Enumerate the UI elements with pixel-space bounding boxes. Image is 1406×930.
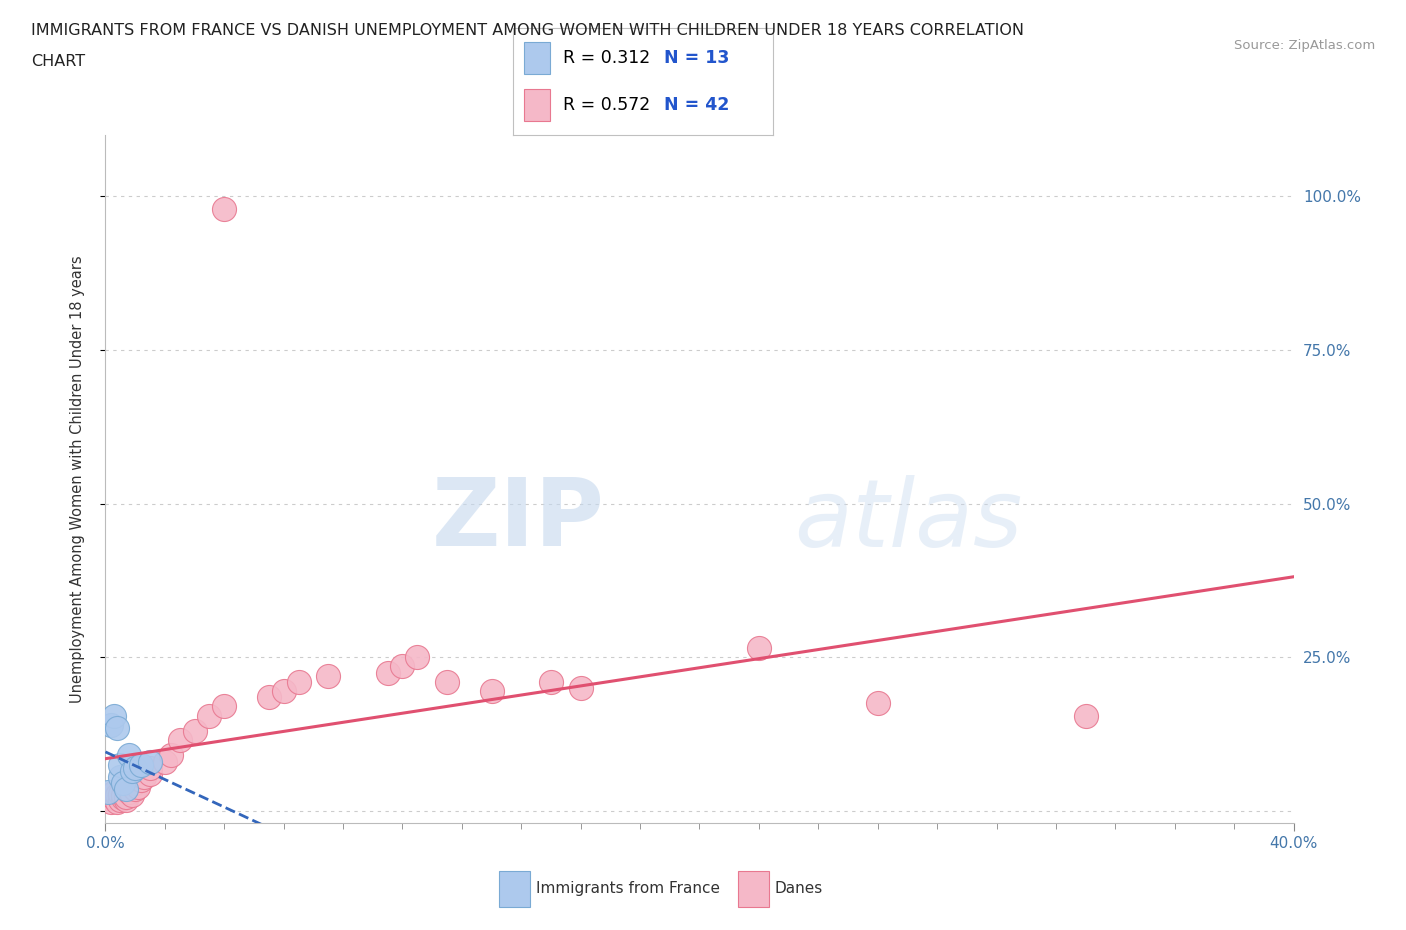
Point	[112, 791, 135, 806]
Point	[257, 690, 280, 705]
FancyBboxPatch shape	[523, 42, 550, 73]
Point	[110, 757, 132, 772]
Point	[110, 786, 132, 801]
Text: N = 13: N = 13	[664, 49, 730, 67]
Point	[110, 769, 132, 784]
Text: atlas: atlas	[794, 474, 1022, 565]
Point	[110, 792, 132, 807]
Y-axis label: Unemployment Among Women with Children Under 18 years: Unemployment Among Women with Children U…	[70, 255, 84, 703]
Point	[105, 788, 128, 803]
Point	[481, 684, 503, 698]
Point	[118, 785, 141, 800]
Point	[1074, 708, 1097, 723]
Point	[97, 791, 120, 806]
Point	[139, 766, 162, 781]
Point	[139, 754, 162, 769]
Point	[569, 681, 592, 696]
Point	[377, 665, 399, 680]
Point	[103, 791, 125, 806]
Point	[169, 733, 191, 748]
Point	[100, 717, 122, 732]
Point	[112, 788, 135, 803]
Point	[121, 764, 143, 778]
Text: R = 0.572: R = 0.572	[562, 96, 650, 113]
Point	[129, 773, 152, 788]
Point	[866, 696, 889, 711]
Point	[105, 721, 128, 736]
Point	[316, 668, 339, 683]
Point	[124, 776, 146, 790]
Text: N = 42: N = 42	[664, 96, 730, 113]
Point	[406, 650, 429, 665]
FancyBboxPatch shape	[523, 89, 550, 121]
Text: CHART: CHART	[31, 54, 84, 69]
Text: Source: ZipAtlas.com: Source: ZipAtlas.com	[1234, 39, 1375, 52]
Point	[153, 754, 176, 769]
Point	[124, 782, 146, 797]
Point	[287, 674, 309, 689]
Point	[214, 698, 236, 713]
Point	[115, 782, 138, 797]
Point	[100, 788, 122, 803]
Point	[748, 641, 770, 656]
Point	[103, 708, 125, 723]
Text: IMMIGRANTS FROM FRANCE VS DANISH UNEMPLOYMENT AMONG WOMEN WITH CHILDREN UNDER 18: IMMIGRANTS FROM FRANCE VS DANISH UNEMPLO…	[31, 23, 1024, 38]
Point	[97, 785, 120, 800]
Point	[183, 724, 205, 738]
Text: Danes: Danes	[775, 881, 823, 896]
Point	[139, 761, 162, 776]
Point	[115, 792, 138, 807]
Point	[103, 785, 125, 800]
Point	[198, 708, 221, 723]
Point	[273, 684, 295, 698]
Text: ZIP: ZIP	[432, 474, 605, 566]
Point	[391, 659, 413, 674]
Point	[159, 748, 181, 763]
Point	[105, 794, 128, 809]
Point	[540, 674, 562, 689]
Point	[132, 769, 155, 784]
Point	[100, 794, 122, 809]
Point	[118, 748, 141, 763]
Point	[214, 201, 236, 216]
Point	[112, 776, 135, 790]
Text: R = 0.312: R = 0.312	[562, 49, 650, 67]
Point	[124, 761, 146, 776]
Point	[121, 788, 143, 803]
Point	[115, 790, 138, 804]
Point	[127, 780, 149, 795]
Point	[436, 674, 458, 689]
Text: Immigrants from France: Immigrants from France	[536, 881, 720, 896]
Point	[129, 757, 152, 772]
